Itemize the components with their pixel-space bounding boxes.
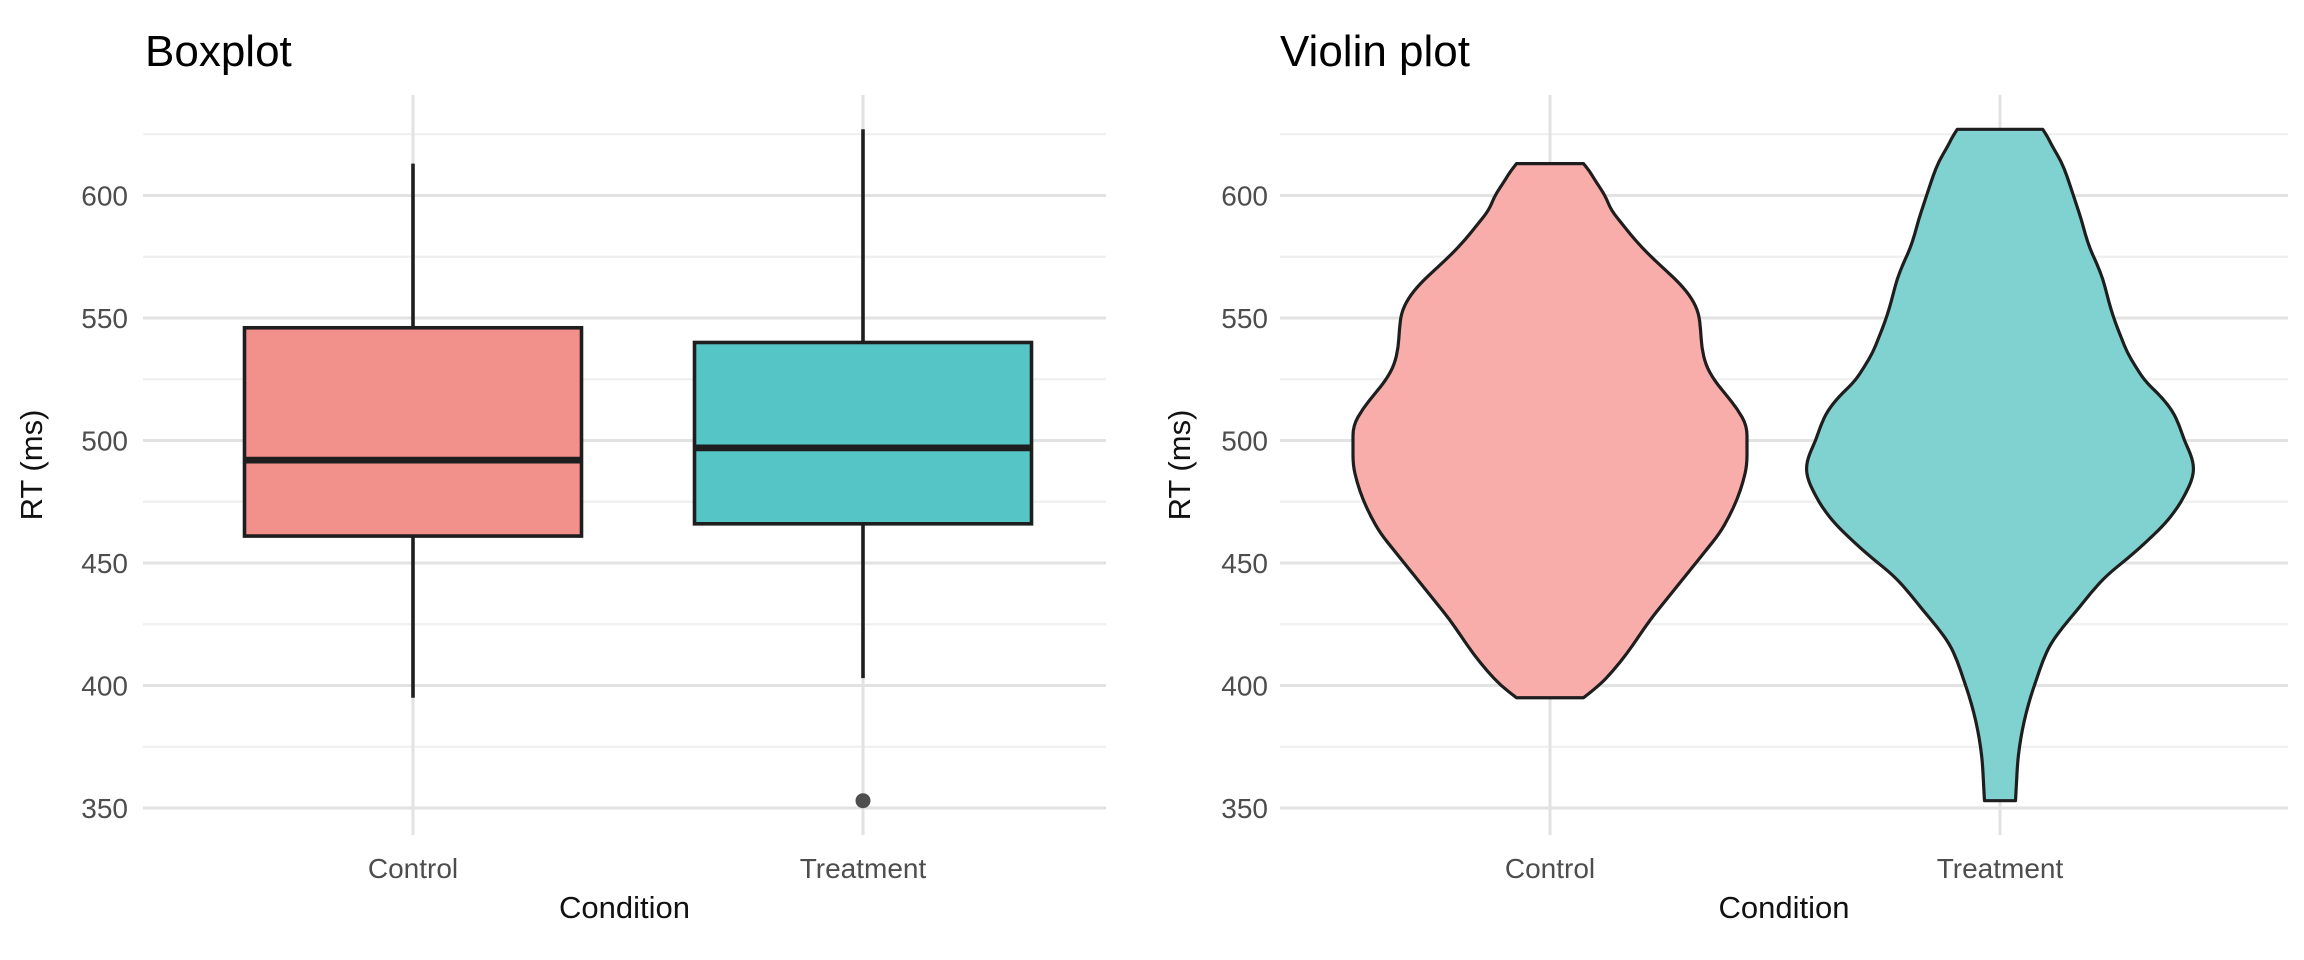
y-tick-label: 350 (81, 793, 128, 824)
treatment-violin (1804, 127, 2196, 803)
x-tick-label: Treatment (800, 853, 927, 884)
control-violin (1351, 162, 1749, 700)
y-tick-label: 450 (1221, 548, 1268, 579)
box (692, 340, 1034, 526)
treatment-box-group (692, 129, 1034, 809)
outlier-point (855, 793, 871, 809)
y-tick-label: 600 (1221, 180, 1268, 211)
box (242, 325, 584, 538)
x-tick-label: Control (1505, 853, 1595, 884)
y-tick-label: 400 (1221, 671, 1268, 702)
y-tick-label: 550 (1221, 303, 1268, 334)
x-axis-title: Condition (1719, 890, 1850, 925)
y-tick-label: 500 (81, 425, 128, 456)
violin-chart: Violin plot 350 400 450 500 550 600 Control Trea… (1162, 27, 2288, 925)
control-box-group (242, 163, 584, 698)
x-tick-label: Treatment (1937, 853, 2064, 884)
y-axis-title: RT (ms) (14, 410, 49, 521)
y-tick-label: 550 (81, 303, 128, 334)
y-tick-label: 350 (1221, 793, 1268, 824)
x-tick-label: Control (368, 853, 458, 884)
panel-title: Boxplot (145, 27, 292, 76)
panel-title: Violin plot (1280, 27, 1470, 76)
y-tick-label: 450 (81, 548, 128, 579)
boxplot-panel: Boxplot 350 400 450 500 550 600 Control Treatmen… (14, 27, 1106, 925)
x-axis-title: Condition (559, 890, 690, 925)
y-axis-title: RT (ms) (1162, 410, 1197, 521)
boxplot-chart: Boxplot 350 400 450 500 550 600 Control Treatmen… (14, 27, 1106, 925)
y-tick-label: 600 (81, 180, 128, 211)
y-tick-label: 400 (81, 671, 128, 702)
y-tick-label: 500 (1221, 425, 1268, 456)
violin-plot-panel: Violin plot 350 400 450 500 550 600 Control Trea… (1152, 0, 2304, 960)
